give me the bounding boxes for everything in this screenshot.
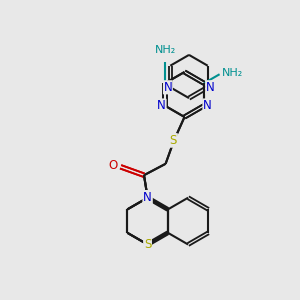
Text: N: N: [143, 190, 152, 204]
Text: NH₂: NH₂: [154, 45, 176, 55]
Text: O: O: [109, 159, 118, 172]
Text: S: S: [170, 134, 177, 147]
Text: N: N: [157, 99, 166, 112]
Text: N: N: [206, 81, 214, 94]
Text: NH₂: NH₂: [221, 68, 243, 78]
Text: N: N: [143, 190, 152, 204]
Text: N: N: [157, 99, 166, 112]
Text: N: N: [203, 99, 212, 112]
Text: N: N: [203, 99, 212, 112]
Text: S: S: [144, 238, 151, 251]
Text: NH₂: NH₂: [154, 45, 176, 55]
Text: S: S: [144, 238, 151, 251]
Text: O: O: [109, 159, 118, 172]
Text: N: N: [164, 81, 172, 94]
Text: S: S: [170, 134, 177, 147]
Text: NH₂: NH₂: [221, 68, 243, 78]
